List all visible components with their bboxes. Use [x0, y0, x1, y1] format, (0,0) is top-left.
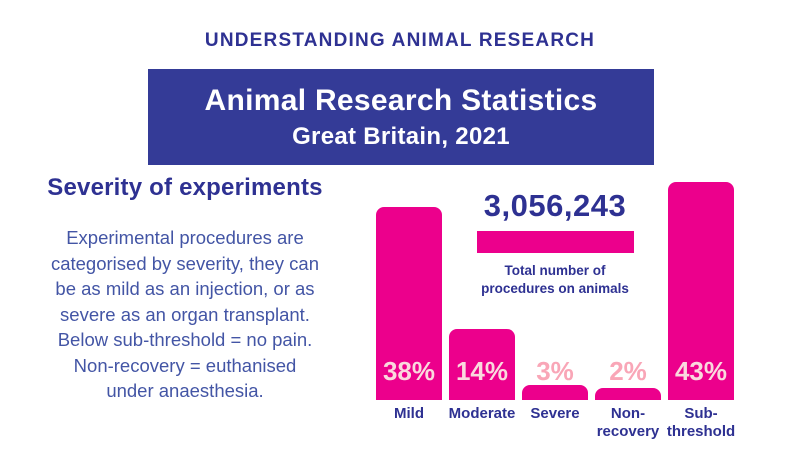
bar-column-mild: 38% Mild [376, 170, 442, 422]
severity-description: Experimental procedures are categorised b… [12, 225, 358, 404]
severity-panel: Severity of experiments Experimental pro… [12, 174, 358, 404]
text-line: under anaesthesia. [106, 380, 264, 401]
bar-category-label-severe: Severe [530, 405, 579, 423]
text-line: severe as an organ transplant. [60, 303, 310, 325]
bar-value-label-mild: 38% [382, 356, 436, 386]
text-line: Sub- [684, 405, 718, 422]
section-heading: Severity of experiments [47, 174, 323, 201]
bar-category-label-mild: Mild [394, 405, 424, 423]
text-line: Severe [530, 405, 580, 422]
text-line: Non-recovery = euthanised [73, 354, 297, 376]
text-line: Below sub-threshold = no pain. [57, 329, 313, 350]
bar-value-label-moderate: 14% [455, 356, 509, 386]
text-line: recovery [596, 423, 660, 440]
bar-category-label-sub-threshold: Sub-threshold [667, 405, 735, 441]
bar-column-sub-threshold: 43% Sub-threshold [667, 170, 735, 440]
text-line: Moderate [448, 405, 516, 422]
bar-sub-threshold [668, 182, 734, 400]
bar-chart: 38% Mild 14% Moderate 3% Severe 2% Non-recovery… [376, 170, 735, 440]
text-line: categorised by severity, they can [50, 252, 320, 274]
bar-non-recovery [595, 388, 661, 400]
bar-severe [522, 385, 588, 400]
brand-header: UNDERSTANDING ANIMAL RESEARCH [204, 30, 596, 51]
bar-column-non-recovery: 2% Non-recovery [595, 170, 661, 440]
title-banner: Animal Research Statistics Great Britain… [148, 69, 654, 165]
page-subtitle: Great Britain, 2021 [292, 122, 510, 150]
total-caption: Total number of procedures on animals [455, 262, 655, 297]
text-line: threshold [666, 423, 736, 440]
bar-column-severe: 3% Severe [522, 170, 588, 422]
bar-category-label-moderate: Moderate [449, 405, 516, 423]
bar-value-label-sub-threshold: 43% [674, 356, 728, 386]
total-underline-bar [476, 231, 634, 253]
bar-value-label-severe: 3% [536, 356, 574, 386]
text-line: Mild [394, 405, 424, 422]
bar-value-label-non-recovery: 2% [609, 356, 647, 386]
total-annotation: 3,056,243 Total number of procedures on … [455, 188, 655, 297]
total-caption-line1: Total number of [504, 263, 606, 278]
bar-moderate [449, 329, 515, 400]
text-line: be as mild as an injection, or as [55, 278, 315, 299]
total-caption-line2: procedures on animals [481, 280, 629, 296]
text-line: Experimental procedures are [66, 227, 304, 248]
text-line: Non- [610, 405, 646, 422]
page-title: Animal Research Statistics [204, 83, 598, 117]
bar-category-label-non-recovery: Non-recovery [597, 405, 660, 441]
bar-mild [376, 207, 442, 400]
bar-column-moderate: 14% Moderate [449, 170, 515, 422]
total-procedures-value: 3,056,243 [483, 188, 627, 223]
